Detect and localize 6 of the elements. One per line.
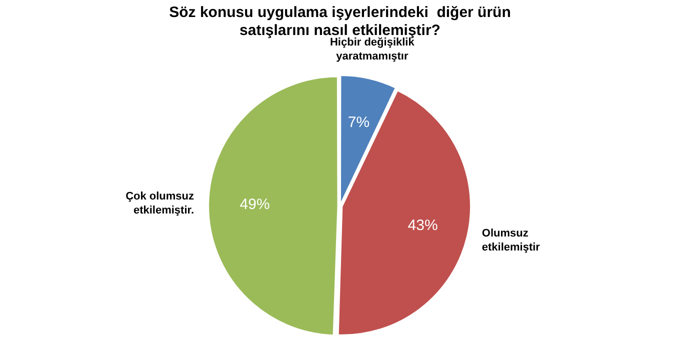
data-label: 7%: [348, 114, 370, 132]
slice-label: Çok olumsuz etkilemiştir.: [126, 190, 195, 217]
data-label: 43%: [408, 217, 438, 234]
slice-label: Hiçbir değişiklik yaratmamıştır: [330, 36, 416, 63]
slice-label: Olumsuz etkilemiştir: [482, 227, 541, 254]
data-label: 49%: [240, 196, 270, 213]
